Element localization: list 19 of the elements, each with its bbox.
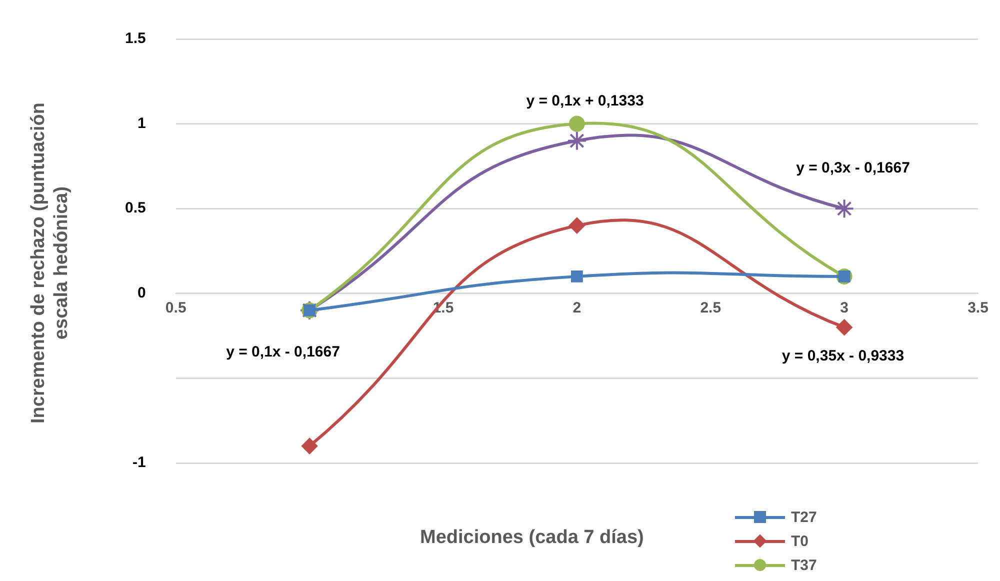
y-tick-label: 0 (138, 284, 146, 302)
annotation: y = 0,3x - 0,1667 (796, 160, 910, 176)
y-tick-label: 1.5 (124, 30, 146, 48)
legend-label: T27 (791, 508, 817, 526)
x-tick-label: 3 (840, 300, 848, 317)
x-tick-label: 3.5 (968, 300, 988, 317)
x-tick-label: 0.5 (165, 300, 186, 317)
annotation: y = 0,1x - 0,1667 (226, 344, 340, 360)
x-tick-label: 2 (572, 300, 582, 317)
x-axis-title: Mediciones (cada 7 días) (420, 527, 644, 549)
annotation: y = 0,35x - 0,9333 (782, 348, 904, 364)
x-tick-label: 2.5 (700, 300, 722, 317)
y-axis-title: Incremento de rechazo (puntuación escala hedónica) (27, 102, 73, 426)
y-tick-label: 1 (138, 114, 146, 132)
legend-label: T0 (791, 532, 809, 550)
legend-label: T37 (791, 556, 817, 574)
annotation: y = 0,1x + 0,1333 (526, 92, 644, 110)
y-tick-label: 0.5 (124, 200, 146, 217)
y-tick-label: -1 (132, 454, 146, 472)
